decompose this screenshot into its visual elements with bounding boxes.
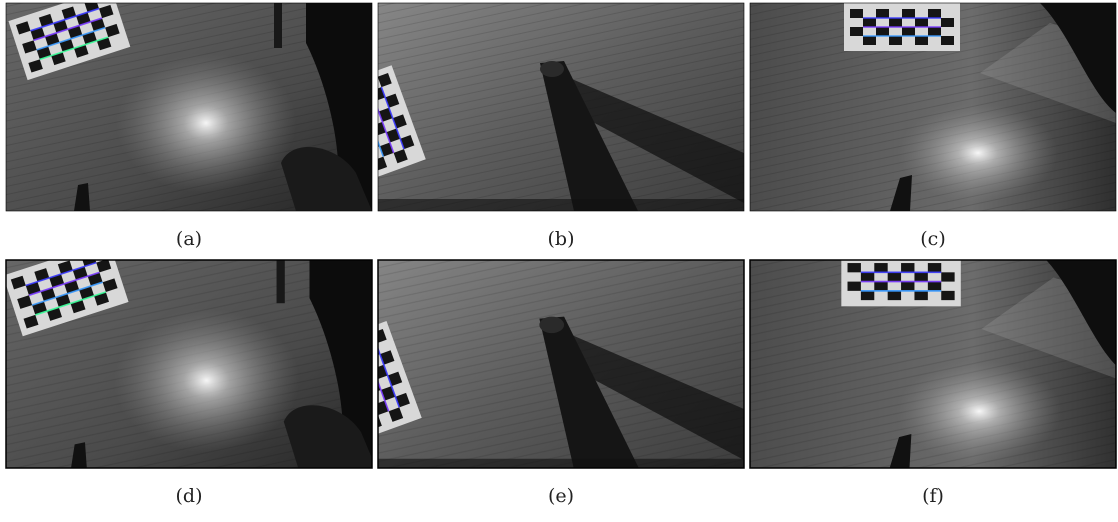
- light-spot: [898, 103, 1058, 203]
- panel-label: (b): [548, 228, 575, 250]
- board-square: [874, 282, 887, 291]
- checkerboard: [841, 257, 960, 306]
- pole-cap: [540, 61, 564, 77]
- checkerboard: [844, 3, 960, 51]
- panel-label: (d): [176, 485, 203, 507]
- board-square: [941, 18, 954, 27]
- board-square: [876, 9, 889, 18]
- scene: [322, 247, 760, 482]
- scene: [740, 0, 1118, 221]
- board-square: [914, 272, 927, 281]
- photo-content: [0, 0, 382, 221]
- light-spot: [897, 360, 1062, 463]
- panel-label: (a): [176, 228, 202, 250]
- photo: [0, 241, 388, 481]
- photo: [322, 247, 760, 482]
- board-square: [863, 18, 876, 27]
- board-square: [863, 36, 876, 45]
- dark-corner: [378, 199, 744, 211]
- board-square: [901, 282, 914, 291]
- board-square: [928, 282, 941, 291]
- photo-content: [322, 247, 760, 482]
- board-square: [848, 263, 861, 272]
- board-square: [928, 9, 941, 18]
- scene: [0, 0, 382, 221]
- photo-content: [0, 241, 388, 481]
- scene: [0, 241, 388, 481]
- board-square: [888, 291, 901, 300]
- board-square: [915, 36, 928, 45]
- scene: [734, 247, 1118, 482]
- board-square: [861, 291, 874, 300]
- board-square: [941, 272, 954, 281]
- board-square: [889, 36, 902, 45]
- photo-content: [740, 0, 1118, 221]
- panel-label: (c): [920, 228, 945, 250]
- board-square: [941, 36, 954, 45]
- board-square: [915, 18, 928, 27]
- board-square: [889, 18, 902, 27]
- panel-label: (f): [922, 485, 944, 507]
- pole-stand: [274, 3, 282, 48]
- pole-cap: [539, 317, 564, 333]
- photo: [0, 0, 382, 221]
- photo: [329, 0, 754, 221]
- scene: [329, 0, 754, 221]
- photo-content: [734, 247, 1118, 482]
- board-square: [861, 272, 874, 281]
- dark-corner: [373, 459, 750, 471]
- board-square: [888, 272, 901, 281]
- board-square: [914, 291, 927, 300]
- board-square: [876, 27, 889, 36]
- light-spot: [114, 308, 299, 452]
- photo-content: [329, 0, 754, 221]
- board-square: [902, 9, 915, 18]
- board-square: [901, 263, 914, 272]
- board-square: [850, 9, 863, 18]
- light-spot: [116, 53, 296, 193]
- panel-label: (e): [548, 485, 574, 507]
- figure: (a) (b) (c) (d) (e) (f): [0, 0, 1118, 518]
- board-square: [874, 263, 887, 272]
- board-square: [941, 291, 954, 300]
- board-square: [850, 27, 863, 36]
- pole-stand: [277, 257, 285, 303]
- board-square: [848, 282, 861, 291]
- board-square: [928, 263, 941, 272]
- board-square: [928, 27, 941, 36]
- photo: [734, 247, 1118, 482]
- board-square: [902, 27, 915, 36]
- photo: [740, 0, 1118, 221]
